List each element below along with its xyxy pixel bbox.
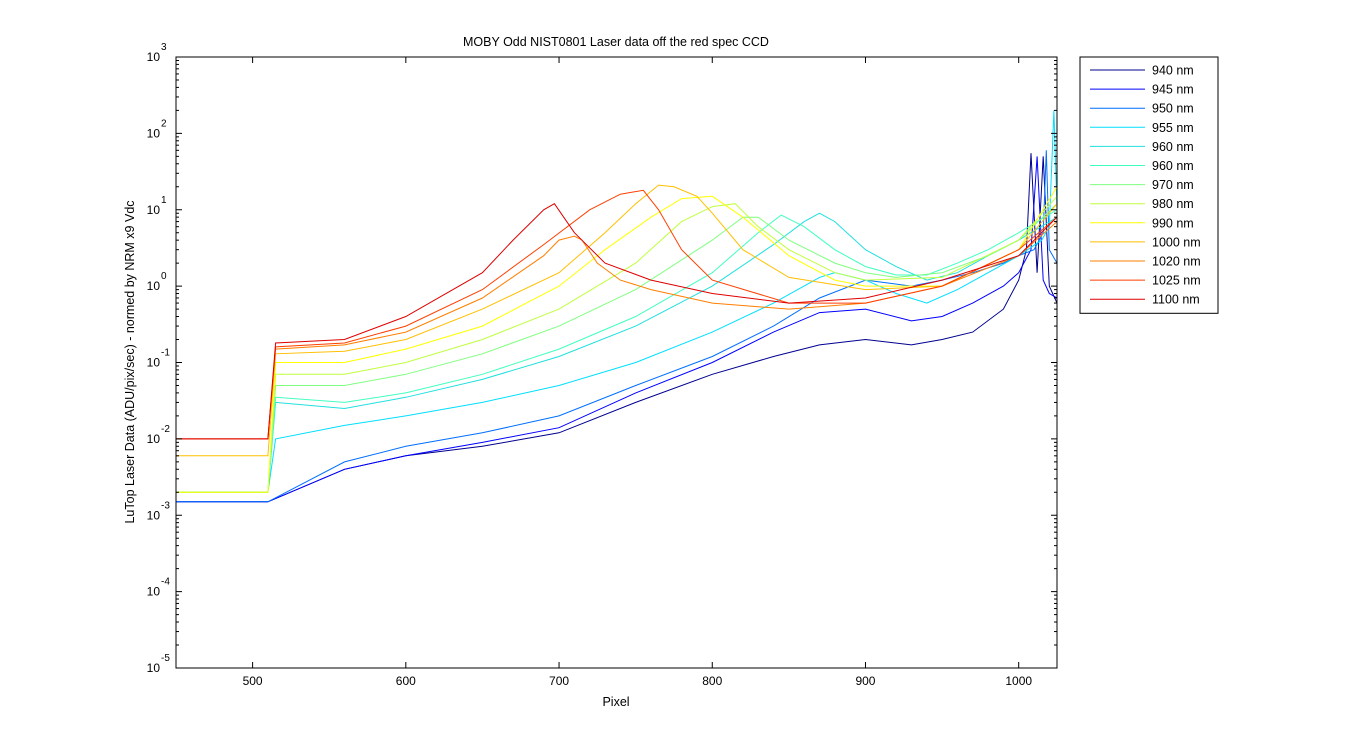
legend-label: 1100 nm [1152,293,1200,307]
y-tick-exponent: -2 [161,424,170,435]
axes-layer: 500 600 700 800 900 100010-510-410-310-210-11… [147,42,1058,688]
series-line-6 [176,209,1057,493]
legend-label: 980 nm [1152,197,1194,211]
y-tick-label: 10 [147,203,161,217]
legend-label: 945 nm [1152,83,1194,97]
y-axis-label: LuTop Laser Data (ADU/pix/sec) - normed … [123,200,137,523]
y-tick-exponent: 3 [161,42,167,53]
y-tick-label: 10 [147,279,161,293]
legend-label: 1020 nm [1152,255,1201,269]
legend-label: 1025 nm [1152,274,1201,288]
x-tick-label: 700 [549,674,569,688]
legend-label: 950 nm [1152,102,1194,116]
legend-label: 1000 nm [1152,235,1201,249]
x-tick-label: 800 [702,674,722,688]
y-tick-label: 10 [147,356,161,370]
legend-label: 940 nm [1152,64,1194,78]
y-tick-label: 10 [147,508,161,522]
y-tick-exponent: 1 [161,195,167,206]
series-line-2 [176,156,1057,503]
x-tick-label: 1000 [1005,674,1032,688]
legend-label: 990 nm [1152,216,1194,230]
y-tick-label: 10 [147,432,161,446]
y-tick-exponent: -4 [161,577,170,588]
series-line-8 [176,195,1057,493]
y-tick-label: 10 [147,661,161,675]
legend-label: 960 nm [1152,159,1194,173]
x-axis-label: Pixel [602,695,629,709]
series-layer [176,110,1057,503]
series-line-5 [176,212,1057,493]
legend-label: 970 nm [1152,178,1194,192]
series-line-13 [176,203,1057,440]
y-tick-label: 10 [147,126,161,140]
y-tick-exponent: 2 [161,118,167,129]
y-tick-label: 10 [147,50,161,64]
series-line-9 [176,186,1057,493]
x-tick-label: 500 [243,674,263,688]
series-line-10 [176,184,1057,457]
x-tick-label: 600 [396,674,416,688]
legend: 940 nm 945 nm 950 nm 955 nm 960 nm 960 nm 970 … [1079,56,1219,314]
y-tick-exponent: -1 [161,348,170,359]
y-tick-exponent: -5 [161,653,170,664]
series-line-1 [176,153,1057,503]
series-line-4 [176,110,1057,493]
legend-label: 960 nm [1152,140,1194,154]
legend-box [1079,56,1219,314]
legend-label: 955 nm [1152,121,1194,135]
series-line-12 [176,189,1057,440]
y-tick-exponent: 0 [161,271,167,282]
y-tick-exponent: -3 [161,500,170,511]
y-tick-label: 10 [147,585,161,599]
x-tick-label: 900 [855,674,875,688]
chart-title: MOBY Odd NIST0801 Laser data off the red… [463,35,769,49]
